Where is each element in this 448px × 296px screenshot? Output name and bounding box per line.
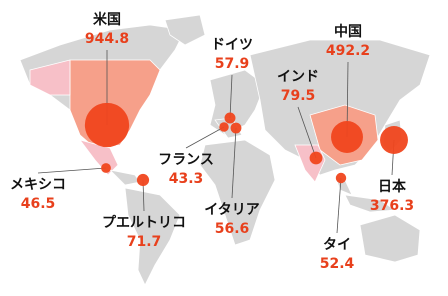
point-name: イタリア [204,202,259,218]
point-name: 米国 [93,11,121,28]
bubble [331,121,363,153]
points: 米国 944.8 ドイツ 57.9 中国 492.2 インド 79.5 日本 376.3 タイ 52.… [10,11,414,272]
bubble [219,122,229,132]
leader-line [336,177,342,234]
leader-line [185,126,225,149]
point-value: 71.7 [127,234,162,250]
bubble [309,151,323,165]
point-value: 43.3 [169,171,204,187]
bubble [101,163,111,173]
point-name: インド [277,69,319,85]
point-name: タイ [323,237,351,253]
bubble [230,122,242,134]
point-value: 46.5 [21,196,56,212]
point-name: プエルトリコ [102,215,186,231]
leader-line [231,127,237,199]
leader-line [37,167,107,174]
point-value: 376.3 [370,198,414,214]
leader-line [229,74,233,119]
leader-line [297,106,317,159]
bubble [335,172,347,184]
point-value: 56.6 [215,221,250,237]
basemap [19,14,431,286]
bubble [380,126,408,154]
point-value: 944.8 [85,31,129,47]
bubble [84,102,130,148]
bubble [136,173,150,187]
point-value: 492.2 [326,43,370,59]
point-value: 52.4 [320,256,355,272]
point-value: 79.5 [281,88,316,104]
point-name: 日本 [378,178,407,195]
point-name: 中国 [334,23,362,40]
point-name: メキシコ [10,177,66,193]
point-value: 57.9 [215,56,250,72]
point-name: ドイツ [211,37,253,53]
point-name: フランス [158,152,214,168]
bubble [224,112,236,124]
